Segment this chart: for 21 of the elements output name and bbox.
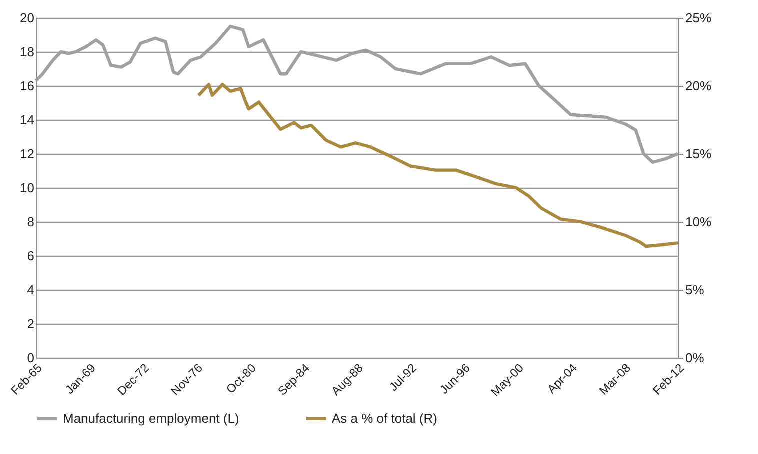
y-tick-label: 10 <box>20 180 34 196</box>
y-tick-label: 2 <box>27 316 34 332</box>
y2-tick-label: 25% <box>686 10 712 26</box>
y2-tick-label: 20% <box>686 78 712 94</box>
line-series <box>34 24 680 164</box>
legend-label: As a % of total (R) <box>332 410 438 426</box>
y2-tick-label: 0% <box>686 350 705 366</box>
y-tick-label: 14 <box>20 112 34 128</box>
line-series <box>197 83 680 248</box>
y-tick-label: 12 <box>20 146 34 162</box>
y-tick-label: 8 <box>27 214 34 230</box>
y-tick-label: 16 <box>20 78 34 94</box>
y-tick-label: 20 <box>20 10 34 26</box>
y-tick-label: 6 <box>27 248 34 264</box>
y-tick-label: 4 <box>27 282 34 298</box>
legend-label: Manufacturing employment (L) <box>63 410 240 426</box>
y2-tick-label: 15% <box>686 146 712 162</box>
y-tick-label: 0 <box>27 350 34 366</box>
y2-tick-label: 10% <box>686 214 712 230</box>
y-tick-label: 18 <box>20 44 34 60</box>
y2-tick-label: 5% <box>686 282 705 298</box>
